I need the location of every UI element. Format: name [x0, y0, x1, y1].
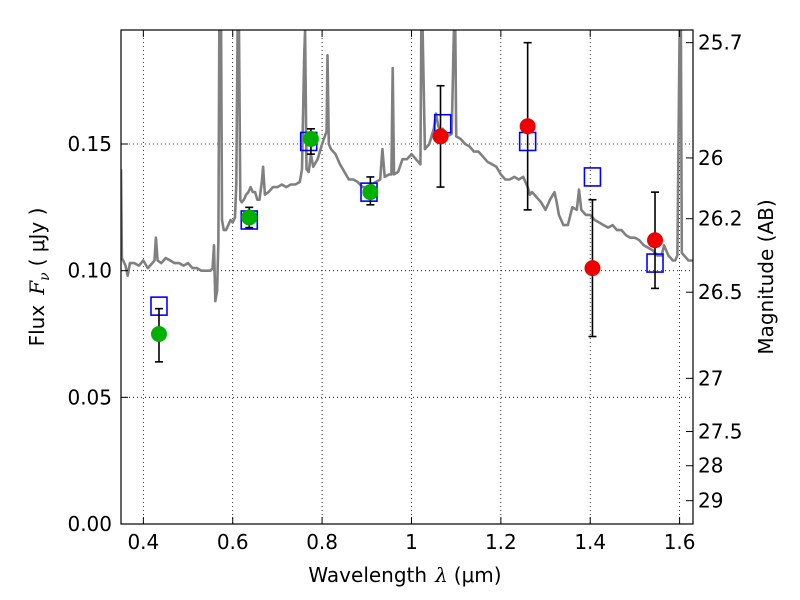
observed-flux-point	[241, 209, 258, 226]
y-tick-label: 0.00	[67, 512, 112, 536]
y-tick-label: 0.15	[67, 132, 112, 156]
observed-flux-point	[432, 128, 449, 145]
x-axis-label-symbol: λ	[434, 563, 448, 587]
y-axis-label-unit: ( μJy )	[25, 208, 49, 267]
y2-tick-label: 26.5	[698, 280, 743, 304]
x-tick-label: 1	[405, 530, 418, 554]
observed-flux-point	[150, 326, 167, 342]
x-tick-label: 1.6	[664, 530, 696, 554]
observed-photometry-markers	[150, 118, 664, 342]
observed-flux-point	[584, 260, 601, 277]
y2-tick-label: 29	[698, 489, 723, 513]
y2-axis-ticks: 25.7 26 26.2 26.5 27 27.5 28 29	[686, 31, 743, 513]
x-tick-label: 0.8	[306, 530, 338, 554]
y2-tick-label: 28	[698, 454, 723, 478]
x-tick-label: 1.2	[485, 530, 517, 554]
model-spectrum	[121, 30, 693, 303]
y2-tick-label: 25.7	[698, 31, 743, 55]
observed-flux-point	[302, 130, 319, 147]
y-tick-label: 0.05	[67, 385, 112, 409]
x-axis-label-unit: (μm)	[454, 563, 502, 587]
y2-tick-label: 27	[698, 366, 723, 390]
x-axis-ticks: 0.4 0.6 0.8 1 1.2 1.4 1.6	[127, 30, 696, 554]
x-axis-label: Wavelength λ (μm)	[308, 563, 501, 587]
y2-tick-label: 27.5	[698, 420, 743, 444]
x-tick-label: 0.4	[127, 530, 159, 554]
x-tick-label: 0.6	[217, 530, 249, 554]
y-axis-label-text: Flux	[25, 305, 49, 347]
observed-flux-point	[519, 118, 536, 135]
x-tick-label: 1.4	[574, 530, 606, 554]
y-axis-label: Flux Fν ( μJy )	[25, 208, 53, 347]
observed-flux-point	[362, 184, 379, 201]
y-axis-label-symbol: F	[25, 280, 49, 296]
y2-tick-label: 26.2	[698, 207, 743, 231]
y2-axis-label: Magnitude (AB)	[754, 199, 778, 354]
y2-tick-label: 26	[698, 146, 723, 170]
model-spectrum-line	[121, 30, 693, 303]
y-axis-ticks: 0.00 0.05 0.10 0.15	[67, 132, 128, 536]
observed-flux-point	[647, 232, 664, 249]
x-axis-label-text: Wavelength	[308, 563, 427, 587]
y-axis-label-subscript: ν	[37, 272, 53, 281]
y-tick-label: 0.10	[67, 259, 112, 283]
plot-frame	[120, 29, 694, 525]
model-photometry-square	[583, 167, 602, 187]
